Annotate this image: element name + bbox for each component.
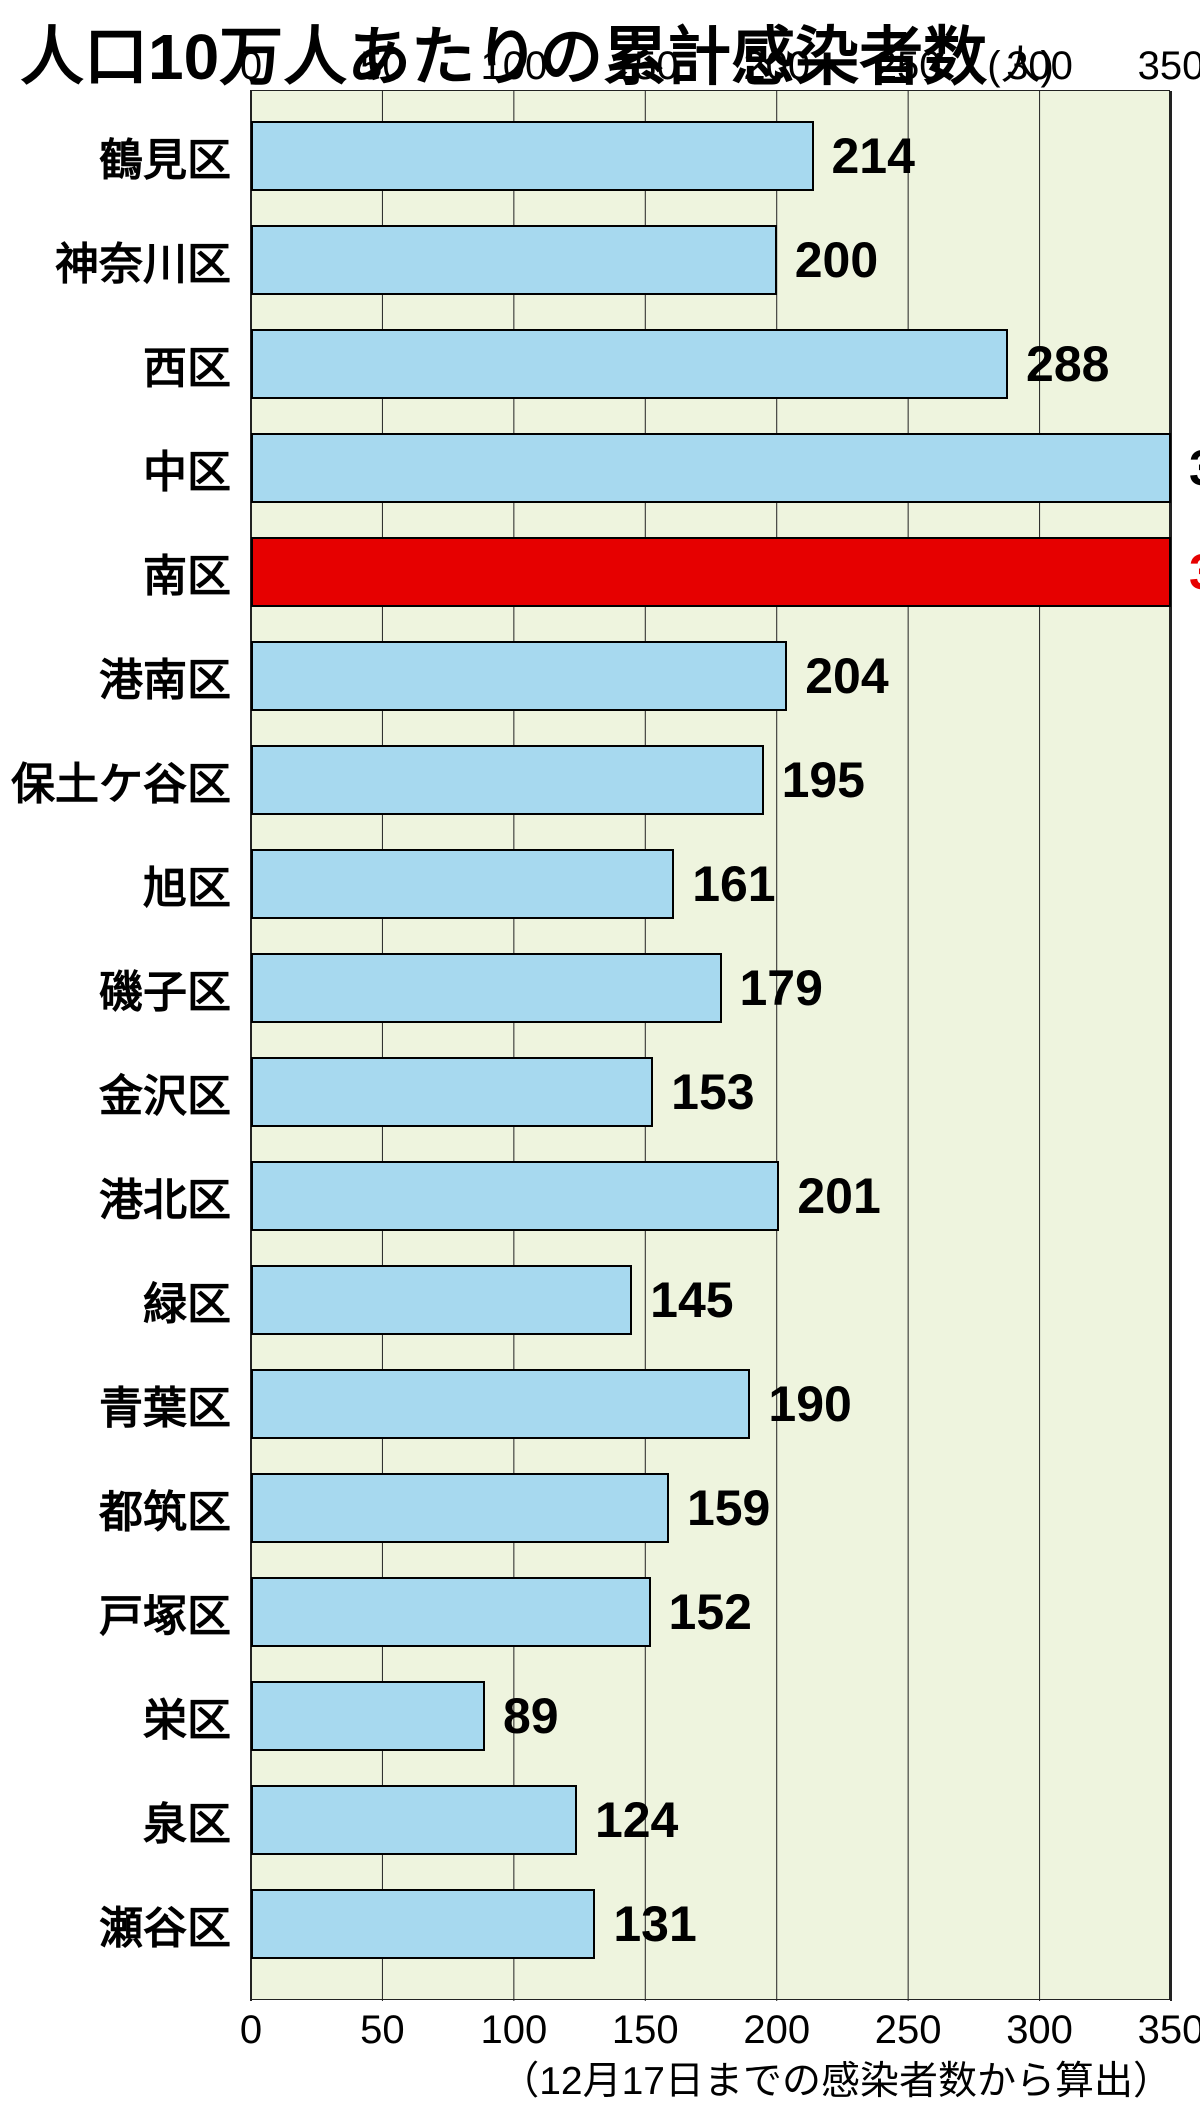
x-tick-top: 350 (1138, 44, 1200, 88)
bar-value: 153 (671, 1063, 754, 1121)
bar-row: 鶴見区214 (251, 121, 1169, 191)
x-tick-top: 250 (875, 44, 942, 88)
x-tick-top: 150 (612, 44, 679, 88)
category-label: 鶴見区 (1, 124, 231, 188)
bar-value: 89 (503, 1687, 559, 1745)
bar-value: 214 (832, 127, 915, 185)
bar-row: 戸塚区152 (251, 1577, 1169, 1647)
bar (251, 1681, 485, 1751)
category-label: 緑区 (1, 1268, 231, 1332)
bar-row: 南区355 (251, 537, 1169, 607)
bar-row: 緑区145 (251, 1265, 1169, 1335)
plot-area: 0050501001001501502002002502503003003503… (250, 90, 1170, 2000)
category-label: 都筑区 (1, 1476, 231, 1540)
bar (251, 1057, 653, 1127)
category-label: 港南区 (1, 644, 231, 708)
x-tick-bottom: 350 (1138, 2008, 1200, 2052)
category-label: 南区 (1, 540, 231, 604)
bar (251, 1161, 779, 1231)
bar-value: 204 (805, 647, 888, 705)
bar-value: 124 (595, 1791, 678, 1849)
category-label: 港北区 (1, 1164, 231, 1228)
x-tick-bottom: 150 (612, 2008, 679, 2052)
x-tick-bottom: 250 (875, 2008, 942, 2052)
category-label: 磯子区 (1, 956, 231, 1020)
bar (251, 225, 777, 295)
bar-row: 瀬谷区131 (251, 1889, 1169, 1959)
bar-value: 190 (768, 1375, 851, 1433)
category-label: 神奈川区 (1, 228, 231, 292)
category-label: 泉区 (1, 1788, 231, 1852)
bar-value: 152 (669, 1583, 752, 1641)
bar-value: 131 (613, 1895, 696, 1953)
bar (251, 849, 674, 919)
bar-value: 288 (1026, 335, 1109, 393)
x-tick-bottom: 200 (743, 2008, 810, 2052)
bar-row: 保土ケ谷区195 (251, 745, 1169, 815)
bar-row: 泉区124 (251, 1785, 1169, 1855)
x-tick-bottom: 300 (1006, 2008, 1073, 2052)
bar (251, 1265, 632, 1335)
bar-value: 161 (692, 855, 775, 913)
bar (251, 641, 787, 711)
x-tick-bottom: 0 (240, 2008, 262, 2052)
bar-row: 青葉区190 (251, 1369, 1169, 1439)
bar (251, 121, 814, 191)
x-tick-top: 200 (743, 44, 810, 88)
chart-container: 人口10万人あたりの累計感染者数(人) 00505010010015015020… (0, 0, 1200, 2089)
category-label: 瀬谷区 (1, 1892, 231, 1956)
category-label: 西区 (1, 332, 231, 396)
bar (251, 1369, 750, 1439)
bar-value: 195 (782, 751, 865, 809)
bar-row: 神奈川区200 (251, 225, 1169, 295)
bar (251, 953, 722, 1023)
x-tick-top: 100 (480, 44, 547, 88)
bar-row: 中区361 (251, 433, 1169, 503)
chart-footnote: （12月17日までの感染者数から算出） (500, 2050, 1172, 2106)
bar-row: 磯子区179 (251, 953, 1169, 1023)
bar (251, 1577, 651, 1647)
bar-value: 159 (687, 1479, 770, 1537)
bar (251, 537, 1171, 607)
category-label: 旭区 (1, 852, 231, 916)
bar (251, 1785, 577, 1855)
bar-value: 201 (797, 1167, 880, 1225)
bar (251, 329, 1008, 399)
bar-row: 金沢区153 (251, 1057, 1169, 1127)
bar-value: 200 (795, 231, 878, 289)
bar-value: 355 (1189, 543, 1200, 601)
bar-value: 361 (1189, 439, 1200, 497)
category-label: 保土ケ谷区 (1, 748, 231, 812)
category-label: 栄区 (1, 1684, 231, 1748)
category-label: 中区 (1, 436, 231, 500)
bar-row: 港北区201 (251, 1161, 1169, 1231)
bar-row: 栄区89 (251, 1681, 1169, 1751)
bar (251, 745, 764, 815)
bar-row: 旭区161 (251, 849, 1169, 919)
bar (251, 1473, 669, 1543)
x-tick-top: 0 (240, 44, 262, 88)
bar (251, 1889, 595, 1959)
x-tick-top: 50 (360, 44, 405, 88)
x-tick-bottom: 100 (480, 2008, 547, 2052)
x-tick-bottom: 50 (360, 2008, 405, 2052)
x-tick-top: 300 (1006, 44, 1073, 88)
bar-row: 西区288 (251, 329, 1169, 399)
bar (251, 433, 1171, 503)
bar-row: 港南区204 (251, 641, 1169, 711)
category-label: 青葉区 (1, 1372, 231, 1436)
category-label: 戸塚区 (1, 1580, 231, 1644)
bar-row: 都筑区159 (251, 1473, 1169, 1543)
bar-value: 145 (650, 1271, 733, 1329)
bar-value: 179 (740, 959, 823, 1017)
category-label: 金沢区 (1, 1060, 231, 1124)
